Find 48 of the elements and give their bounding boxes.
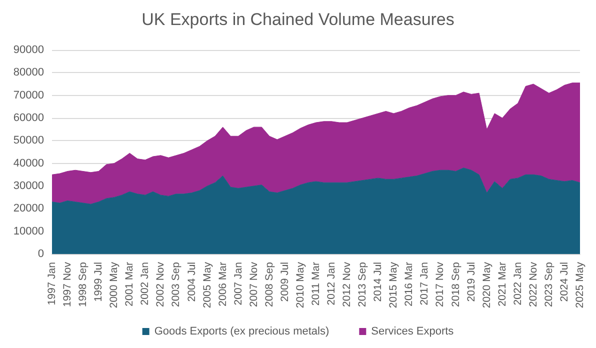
x-tick-label: 2000 May [108, 261, 120, 308]
x-tick-label: 2017 Jan [418, 262, 431, 306]
y-tick-label: 20000 [13, 202, 44, 215]
x-tick-label: 2014 Jul [372, 262, 384, 302]
x-tick-label: 2025 May [574, 261, 586, 308]
x-tick-label: 2005 May [201, 261, 214, 308]
y-tick-label: 30000 [13, 180, 44, 192]
x-tick-label: 2022 Jan [512, 262, 524, 306]
x-tick-label: 1998 Sep [77, 262, 90, 307]
x-tick-label: 2015 May [388, 261, 400, 308]
x-tick-label: 2009 Jul [278, 262, 291, 302]
x-tick-label: 2011 Mar [310, 262, 322, 306]
x-tick-label: 2023 Sep [542, 262, 555, 307]
y-tick-label: 0 [38, 248, 44, 260]
y-tick-label: 50000 [13, 134, 44, 147]
x-tick-label: 2019 Jul [465, 262, 478, 302]
x-tick-label: 1999 Jul [92, 262, 105, 302]
x-tick-label: 2018 Sep [450, 262, 462, 307]
x-tick-label: 1997 Nov [62, 261, 74, 307]
x-tick-label: 2024 Jul [558, 262, 570, 302]
x-tick-label: 2003 Sep [170, 262, 182, 307]
y-tick-label: 60000 [13, 112, 44, 124]
y-tick-label: 90000 [13, 44, 44, 56]
x-tick-label: 2012 Nov [341, 261, 354, 307]
x-tick-label: 2020 May [480, 261, 493, 308]
x-tick-label: 2006 Mar [216, 262, 229, 306]
x-tick-label: 2002 Nov [154, 261, 167, 307]
x-tick-label: 2007 Jan [232, 262, 244, 306]
y-tick-label: 70000 [13, 89, 44, 102]
legend-label: Services Exports [371, 326, 454, 338]
chart-title: UK Exports in Chained Volume Measures [142, 10, 454, 29]
x-tick-label: 2013 Sep [356, 262, 369, 307]
x-tick-label: 2021 Mar [496, 262, 508, 306]
y-tick-label: 10000 [13, 225, 44, 238]
x-tick-label: 2010 May [294, 261, 306, 308]
x-tick-label: 2002 Jan [139, 262, 152, 306]
x-tick-label: 2017 Nov [434, 261, 446, 307]
x-tick-label: 2008 Sep [263, 262, 276, 307]
x-tick-label: 1997 Jan [46, 262, 58, 306]
x-tick-label: 2007 Nov [248, 261, 260, 307]
x-tick-label: 2004 Jul [186, 262, 198, 302]
y-tick-label: 80000 [13, 66, 44, 79]
x-tick-label: 2016 Mar [403, 262, 416, 306]
y-tick-label: 40000 [13, 157, 44, 170]
x-tick-label: 2001 Mar [124, 262, 136, 306]
x-tick-label: 2012 Jan [326, 262, 338, 306]
x-tick-label: 2022 Nov [527, 261, 540, 307]
legend-label: Goods Exports (ex precious metals) [154, 326, 330, 338]
